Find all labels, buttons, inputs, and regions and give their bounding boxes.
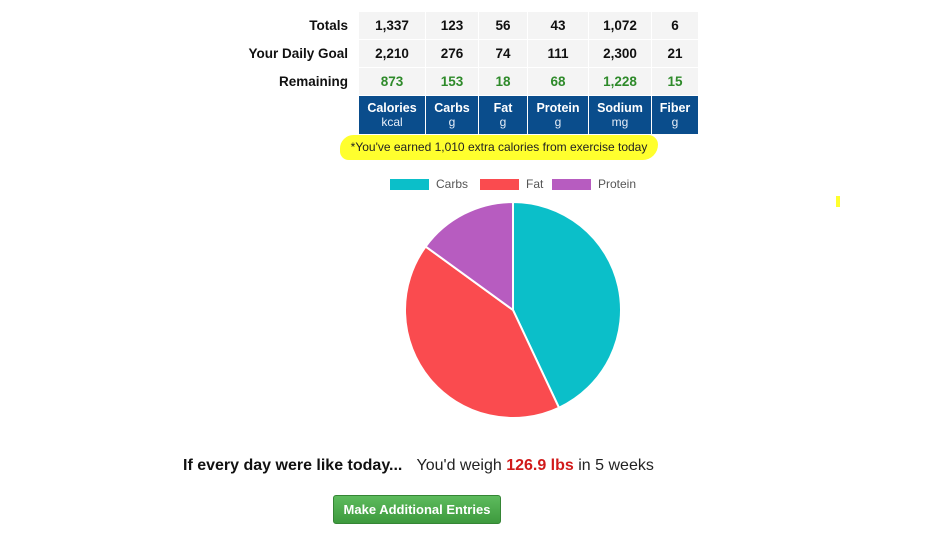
- column-header-carbs: Carbs g: [425, 95, 479, 135]
- column-unit: g: [671, 115, 679, 129]
- column-name: Fiber: [659, 101, 691, 115]
- goal-sodium: 2,300: [588, 39, 652, 68]
- row-label: Remaining: [278, 74, 348, 89]
- goal-fiber: 21: [651, 39, 699, 68]
- column-header-fiber: Fiber g: [651, 95, 699, 135]
- column-name: Sodium: [597, 101, 643, 115]
- projection-lead: If every day were like today...: [183, 457, 403, 474]
- legend-swatch: [390, 179, 429, 190]
- totals-row: Totals 1,337 123 56 43 1,072 6: [222, 11, 699, 40]
- make-additional-entries-button[interactable]: Make Additional Entries: [333, 495, 501, 524]
- goal-fat: 74: [478, 39, 528, 68]
- column-header-row: Calories kcal Carbs g Fat g Protein g So…: [222, 95, 699, 135]
- column-unit: g: [448, 115, 456, 129]
- legend-label: Fat: [526, 177, 544, 191]
- projected-weight: 126.9 lbs: [506, 457, 574, 474]
- pie-slice-fat[interactable]: [404, 245, 561, 419]
- daily-goal-row: Your Daily Goal 2,210 276 74 111 2,300 2…: [222, 39, 699, 68]
- totals-sodium: 1,072: [588, 11, 652, 40]
- column-name: Fat: [493, 101, 513, 115]
- exercise-calories-note: *You've earned 1,010 extra calories from…: [340, 135, 658, 160]
- row-label: Totals: [309, 18, 348, 33]
- column-header-calories: Calories kcal: [358, 95, 426, 135]
- remaining-calories: 873: [358, 67, 426, 96]
- remaining-fat: 18: [478, 67, 528, 96]
- projection-suffix: in 5 weeks: [578, 457, 654, 474]
- highlight-mark: [836, 196, 840, 207]
- legend-label: Protein: [598, 177, 637, 191]
- column-unit: g: [554, 115, 562, 129]
- totals-protein: 43: [527, 11, 589, 40]
- totals-fat: 56: [478, 11, 528, 40]
- goal-carbs: 276: [425, 39, 479, 68]
- projection-prefix: You'd weigh: [416, 457, 502, 474]
- remaining-sodium: 1,228: [588, 67, 652, 96]
- nutrition-summary-table: Totals 1,337 123 56 43 1,072 6 Your Dail…: [222, 11, 699, 135]
- remaining-protein: 68: [527, 67, 589, 96]
- totals-carbs: 123: [425, 11, 479, 40]
- legend-label: Carbs: [436, 177, 469, 191]
- column-name: Calories: [367, 101, 417, 115]
- totals-calories: 1,337: [358, 11, 426, 40]
- column-header-sodium: Sodium mg: [588, 95, 652, 135]
- header-spacer: [222, 96, 359, 135]
- column-name: Protein: [536, 101, 580, 115]
- legend-swatch: [552, 179, 591, 190]
- remaining-carbs: 153: [425, 67, 479, 96]
- totals-fiber: 6: [651, 11, 699, 40]
- goal-protein: 111: [527, 39, 589, 68]
- goal-calories: 2,210: [358, 39, 426, 68]
- remaining-fiber: 15: [651, 67, 699, 96]
- column-header-protein: Protein g: [527, 95, 589, 135]
- column-header-fat: Fat g: [478, 95, 528, 135]
- column-unit: mg: [611, 115, 629, 129]
- remaining-row: Remaining 873 153 18 68 1,228 15: [222, 67, 699, 96]
- column-name: Carbs: [434, 101, 470, 115]
- legend-swatch: [480, 179, 519, 190]
- column-unit: g: [499, 115, 507, 129]
- weight-projection: If every day were like today... You'd we…: [183, 457, 654, 475]
- row-label: Your Daily Goal: [248, 46, 348, 61]
- pie-slice-carbs[interactable]: [512, 200, 622, 410]
- column-unit: kcal: [381, 115, 403, 129]
- pie-slice-protein[interactable]: [424, 200, 514, 312]
- macro-pie-chart: [404, 200, 622, 419]
